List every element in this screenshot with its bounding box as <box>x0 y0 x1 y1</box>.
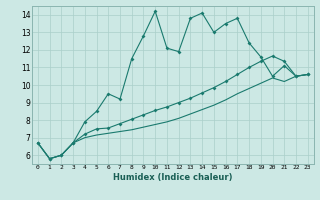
X-axis label: Humidex (Indice chaleur): Humidex (Indice chaleur) <box>113 173 233 182</box>
